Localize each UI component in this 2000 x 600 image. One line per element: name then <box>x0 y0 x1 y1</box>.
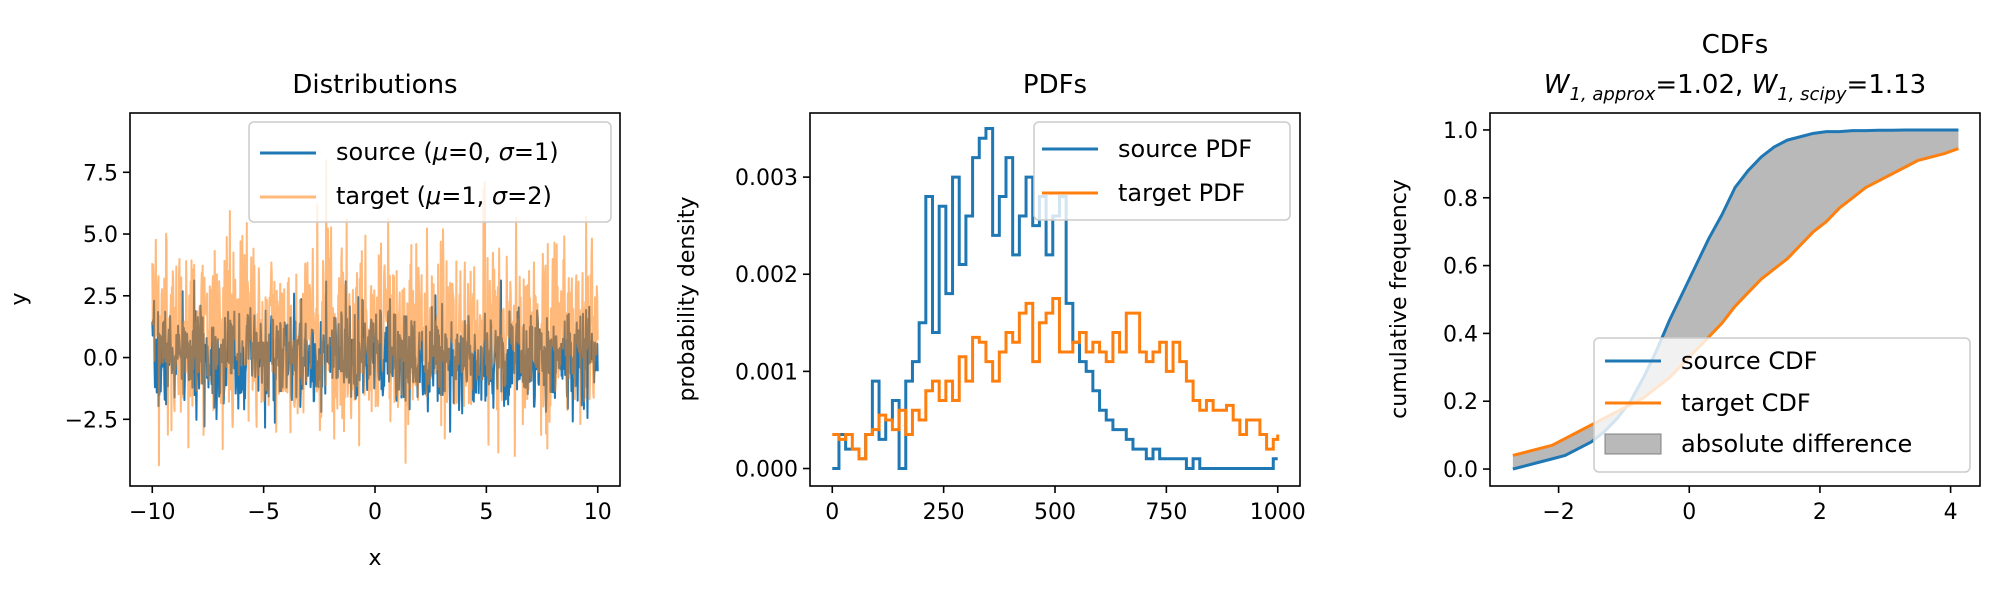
x-tick-label: 500 <box>1034 500 1076 525</box>
x-axis: −2 0 2 4 <box>1542 486 1958 525</box>
legend-label-target: target PDF <box>1118 179 1245 207</box>
x-axis: 0 250 500 750 1000 <box>825 486 1306 525</box>
y-tick-label: 0.001 <box>735 360 798 385</box>
y-tick-label: −2.5 <box>65 408 118 433</box>
y-tick-label: 5.0 <box>83 223 118 248</box>
y-axis-label: cumulative frequency <box>1387 179 1412 419</box>
series-group <box>832 127 1280 471</box>
y-axis: 0.0 0.2 0.4 0.6 0.8 1.0 <box>1443 119 1490 483</box>
y-tick-label: 0.2 <box>1443 390 1478 415</box>
plot-frame <box>1489 112 1981 487</box>
difference-area <box>1512 129 1959 470</box>
chart-subtitle: W1, approx=1.02, W1, scipy=1.13 <box>1544 70 1926 105</box>
series-line-target-cdf <box>1512 147 1959 457</box>
y-tick-label: 0.6 <box>1443 255 1478 280</box>
y-tick-label: 0.8 <box>1443 187 1478 212</box>
chart-cdfs: CDFs W1, approx=1.02, W1, scipy=1.13 −2 0… <box>1387 30 1981 525</box>
x-tick-label: 0 <box>1682 500 1696 525</box>
y-tick-label: 0.4 <box>1443 322 1478 347</box>
legend-frame <box>1593 337 1971 473</box>
x-axis-label: x <box>368 546 381 571</box>
legend-label-target: target CDF <box>1681 389 1811 417</box>
chart-distributions: Distributions −10 −5 0 5 10 −2.5 0.0 2.5 5.0 7.5… <box>7 70 621 571</box>
y-axis: −2.5 0.0 2.5 5.0 7.5 <box>65 161 130 433</box>
series-line-source-cdf <box>1512 128 1959 471</box>
legend: source CDF target CDF absolute differenc… <box>1593 337 1971 473</box>
y-tick-label: 0.002 <box>735 263 798 288</box>
y-tick-label: 0.003 <box>735 166 798 191</box>
y-tick-label: 0.000 <box>735 458 798 483</box>
legend-label-source: source (μ=0, σ=1) <box>336 138 559 166</box>
x-tick-label: 5 <box>479 500 493 525</box>
series-line-target <box>151 159 599 467</box>
series-group <box>1512 128 1959 471</box>
y-axis-label: probability density <box>675 196 700 401</box>
legend-label-difference: absolute difference <box>1681 430 1912 458</box>
series-group <box>151 159 599 467</box>
y-tick-label: 2.5 <box>83 285 118 310</box>
x-axis: −10 −5 0 5 10 <box>129 486 612 525</box>
y-axis-label: y <box>7 292 32 305</box>
legend-label-source: source CDF <box>1681 347 1817 375</box>
legend: source (μ=0, σ=1) target (μ=1, σ=2) <box>248 121 612 223</box>
chart-pdfs: PDFs 0 250 500 750 1000 0.000 0.001 0.002 0.003… <box>675 70 1306 525</box>
x-tick-label: −10 <box>129 500 175 525</box>
x-tick-label: −5 <box>247 500 279 525</box>
x-tick-label: 4 <box>1944 500 1958 525</box>
legend: source PDF target PDF <box>1033 121 1291 221</box>
y-axis: 0.000 0.001 0.002 0.003 <box>735 166 810 483</box>
legend-label-source: source PDF <box>1118 135 1252 163</box>
chart-title: Distributions <box>292 70 457 100</box>
legend-frame <box>248 121 612 223</box>
chart-title: PDFs <box>1023 70 1087 100</box>
x-tick-label: 10 <box>584 500 612 525</box>
legend-swatch-difference <box>1604 433 1662 455</box>
y-tick-label: 1.0 <box>1443 119 1478 144</box>
x-tick-label: −2 <box>1542 500 1574 525</box>
x-tick-label: 1000 <box>1250 500 1306 525</box>
x-tick-label: 0 <box>368 500 382 525</box>
x-tick-label: 0 <box>825 500 839 525</box>
series-line-target-pdf <box>832 297 1280 461</box>
y-tick-label: 0.0 <box>1443 458 1478 483</box>
y-tick-label: 7.5 <box>83 161 118 186</box>
y-tick-label: 0.0 <box>83 347 118 372</box>
legend-label-target: target (μ=1, σ=2) <box>336 182 552 210</box>
x-tick-label: 2 <box>1813 500 1827 525</box>
legend-frame <box>1033 121 1291 221</box>
series-line-source-pdf <box>832 127 1278 471</box>
chart-title: CDFs <box>1702 30 1769 60</box>
x-tick-label: 750 <box>1145 500 1187 525</box>
x-tick-label: 250 <box>923 500 965 525</box>
